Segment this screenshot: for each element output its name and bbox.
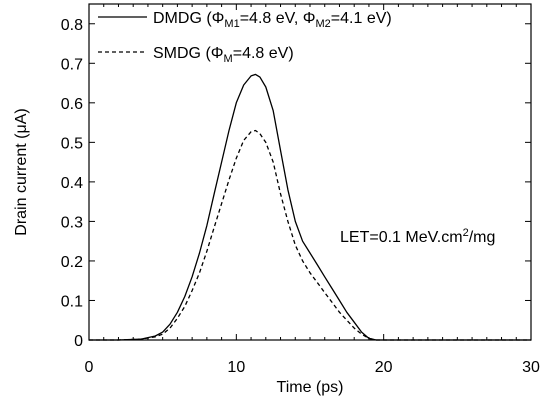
x-tick-label: 0 <box>85 359 94 376</box>
y-tick-label: 0.2 <box>61 254 83 271</box>
series-line-dmdg <box>89 73 531 341</box>
x-tick-labels: 0 10 20 30 <box>85 359 540 376</box>
legend-label-smdg: SMDG (ΦM=4.8 eV) <box>153 45 294 65</box>
y-tick-labels: 0 0.1 0.2 0.3 0.4 0.5 0.6 0.7 0.8 <box>61 17 83 350</box>
y-tick-label: 0.4 <box>61 175 83 192</box>
minor-tick-marks <box>103 4 517 340</box>
y-tick-label: 0.8 <box>61 17 83 34</box>
series-lines <box>89 73 531 341</box>
y-tick-label: 0.5 <box>61 135 83 152</box>
x-tick-label: 10 <box>227 359 245 376</box>
legend-label-dmdg: DMDG (ΦM1=4.8 eV, ΦM2=4.1 eV) <box>153 10 392 30</box>
y-axis-title: Drain current (μA) <box>13 108 30 235</box>
legend: DMDG (ΦM1=4.8 eV, ΦM2=4.1 eV) SMDG (ΦM=4… <box>98 10 392 65</box>
let-annotation: LET=0.1 MeV.cm2/mg <box>340 227 495 246</box>
series-line-smdg <box>89 129 531 341</box>
y-tick-label: 0.3 <box>61 214 83 231</box>
y-tick-label: 0 <box>74 333 83 350</box>
y-tick-label: 0.7 <box>61 56 83 73</box>
x-tick-label: 30 <box>522 359 540 376</box>
y-tick-label: 0.1 <box>61 293 83 310</box>
x-axis-title: Time (ps) <box>277 379 344 396</box>
x-tick-label: 20 <box>375 359 393 376</box>
y-tick-label: 0.6 <box>61 96 83 113</box>
